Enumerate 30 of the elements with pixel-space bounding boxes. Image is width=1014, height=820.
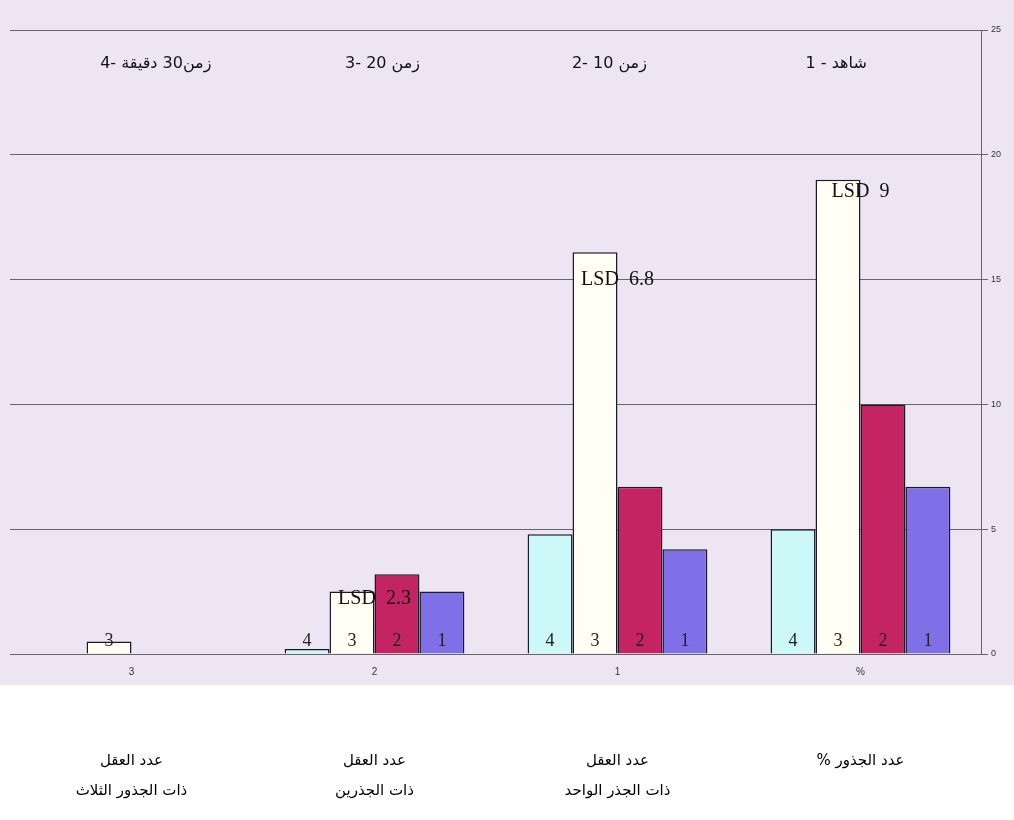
text: 4 [788,630,798,650]
annotation: 1 - شاهد [805,53,867,72]
annotation: 4- زمن30 دقيقة [100,53,212,73]
text: عدد العقل ذات الجذر الواحد [564,750,671,801]
annotation: 2- زمن 10 [571,53,647,73]
x-tick-label: 1 [614,665,621,677]
y-tick-label: 15 [990,274,1001,285]
x-tick-label: 2 [371,665,378,677]
text: عدد العقل ذات الجذور الثلاث [75,750,188,801]
series-label: 4 [302,630,312,650]
category-label: 3 [347,630,357,650]
text: عدد الجذور % [816,750,905,771]
series-label: 1 [437,630,447,650]
y-tick-label: 5 [990,523,996,534]
category-label: 2 [878,630,888,650]
category-label: 3 [833,630,843,650]
text: 4 [545,630,555,650]
y-tick-label: 0 [990,648,996,659]
y-tick-label: 20 [990,149,1001,160]
y-tick-label: 10 [990,398,1001,409]
y-tick-label: 25 [990,24,1001,35]
category-label: 2 [635,630,645,650]
x-tick-label: % [856,665,866,677]
text: عدد العقل ذات الجذرين [335,750,414,801]
annotation: 3- زمن 20 [345,53,421,73]
category-label: 3 [590,630,600,650]
category-label: 1 [680,630,690,650]
category-label: 1 [923,630,933,650]
x-tick-label: 3 [128,665,135,677]
series-label: 2 [392,630,402,650]
